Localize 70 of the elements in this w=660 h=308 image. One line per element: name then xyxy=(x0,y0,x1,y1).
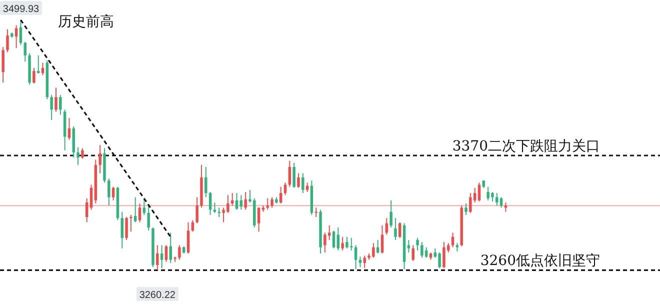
candlestick xyxy=(156,244,159,270)
candlestick xyxy=(314,207,318,218)
candlestick xyxy=(81,148,84,160)
candlestick xyxy=(59,94,62,116)
ref-line-label: 3370二次下跌阻力关口 xyxy=(452,138,600,155)
candlestick xyxy=(346,236,348,249)
candlestick xyxy=(407,239,410,253)
candlestick xyxy=(196,196,198,224)
candlestick xyxy=(147,205,150,232)
annotation: 3499.93 xyxy=(2,4,40,15)
candlestick xyxy=(469,192,472,214)
candlestick xyxy=(85,198,88,223)
candlestick xyxy=(279,186,282,204)
candlestick xyxy=(218,207,220,218)
candlestick xyxy=(90,184,93,210)
candlestick xyxy=(398,222,402,238)
candlestick xyxy=(108,178,110,206)
candlestick xyxy=(2,46,4,84)
candlestick xyxy=(363,255,366,269)
candlestick xyxy=(324,232,326,253)
candlestick xyxy=(244,192,247,210)
ref-line-label: 3260低点依旧坚守 xyxy=(480,253,600,270)
candlestick xyxy=(257,207,260,232)
candlestick xyxy=(24,41,26,62)
candlestick xyxy=(284,182,287,196)
candlestick xyxy=(178,244,181,260)
candlestick xyxy=(125,216,128,240)
candlestick xyxy=(394,218,397,240)
annotation: 历史前高 xyxy=(58,14,114,30)
candlestick xyxy=(412,244,414,262)
candlestick xyxy=(76,146,80,166)
candlestick xyxy=(442,242,446,269)
candlestick xyxy=(336,226,340,251)
candlestick xyxy=(420,242,424,258)
candlestick xyxy=(496,192,498,206)
candlestick xyxy=(478,182,481,202)
candlestick xyxy=(6,28,9,53)
candlestick xyxy=(208,192,212,216)
candlestick xyxy=(98,144,102,174)
candlestick xyxy=(341,236,344,251)
candlestick xyxy=(270,196,274,208)
candlestick xyxy=(266,198,269,210)
candlestick xyxy=(160,244,164,269)
candlestick xyxy=(68,117,71,140)
candlestick xyxy=(292,162,296,188)
candlestick xyxy=(142,198,146,216)
candlestick xyxy=(130,214,132,232)
candlestick xyxy=(169,232,172,264)
annotation: 3260.22 xyxy=(139,290,176,301)
candlestick xyxy=(464,202,468,216)
candlestick xyxy=(120,211,124,249)
candlestick xyxy=(332,230,336,249)
candlestick xyxy=(72,126,75,158)
candlestick xyxy=(390,200,392,228)
candlestick xyxy=(438,252,441,269)
candlestick xyxy=(297,172,300,188)
candlestick xyxy=(54,87,58,112)
candlestick xyxy=(204,166,208,198)
candlestick xyxy=(213,202,216,214)
candlestick xyxy=(416,237,419,251)
candlestick xyxy=(138,202,142,223)
candlestick xyxy=(19,20,22,46)
candlestick xyxy=(288,160,292,188)
candlestick xyxy=(380,224,384,254)
candlestick xyxy=(302,172,304,194)
candlestick xyxy=(164,244,168,262)
candlestick xyxy=(32,67,36,84)
candlestick xyxy=(186,222,190,254)
candlestick xyxy=(354,244,358,270)
candlestick xyxy=(50,94,53,121)
